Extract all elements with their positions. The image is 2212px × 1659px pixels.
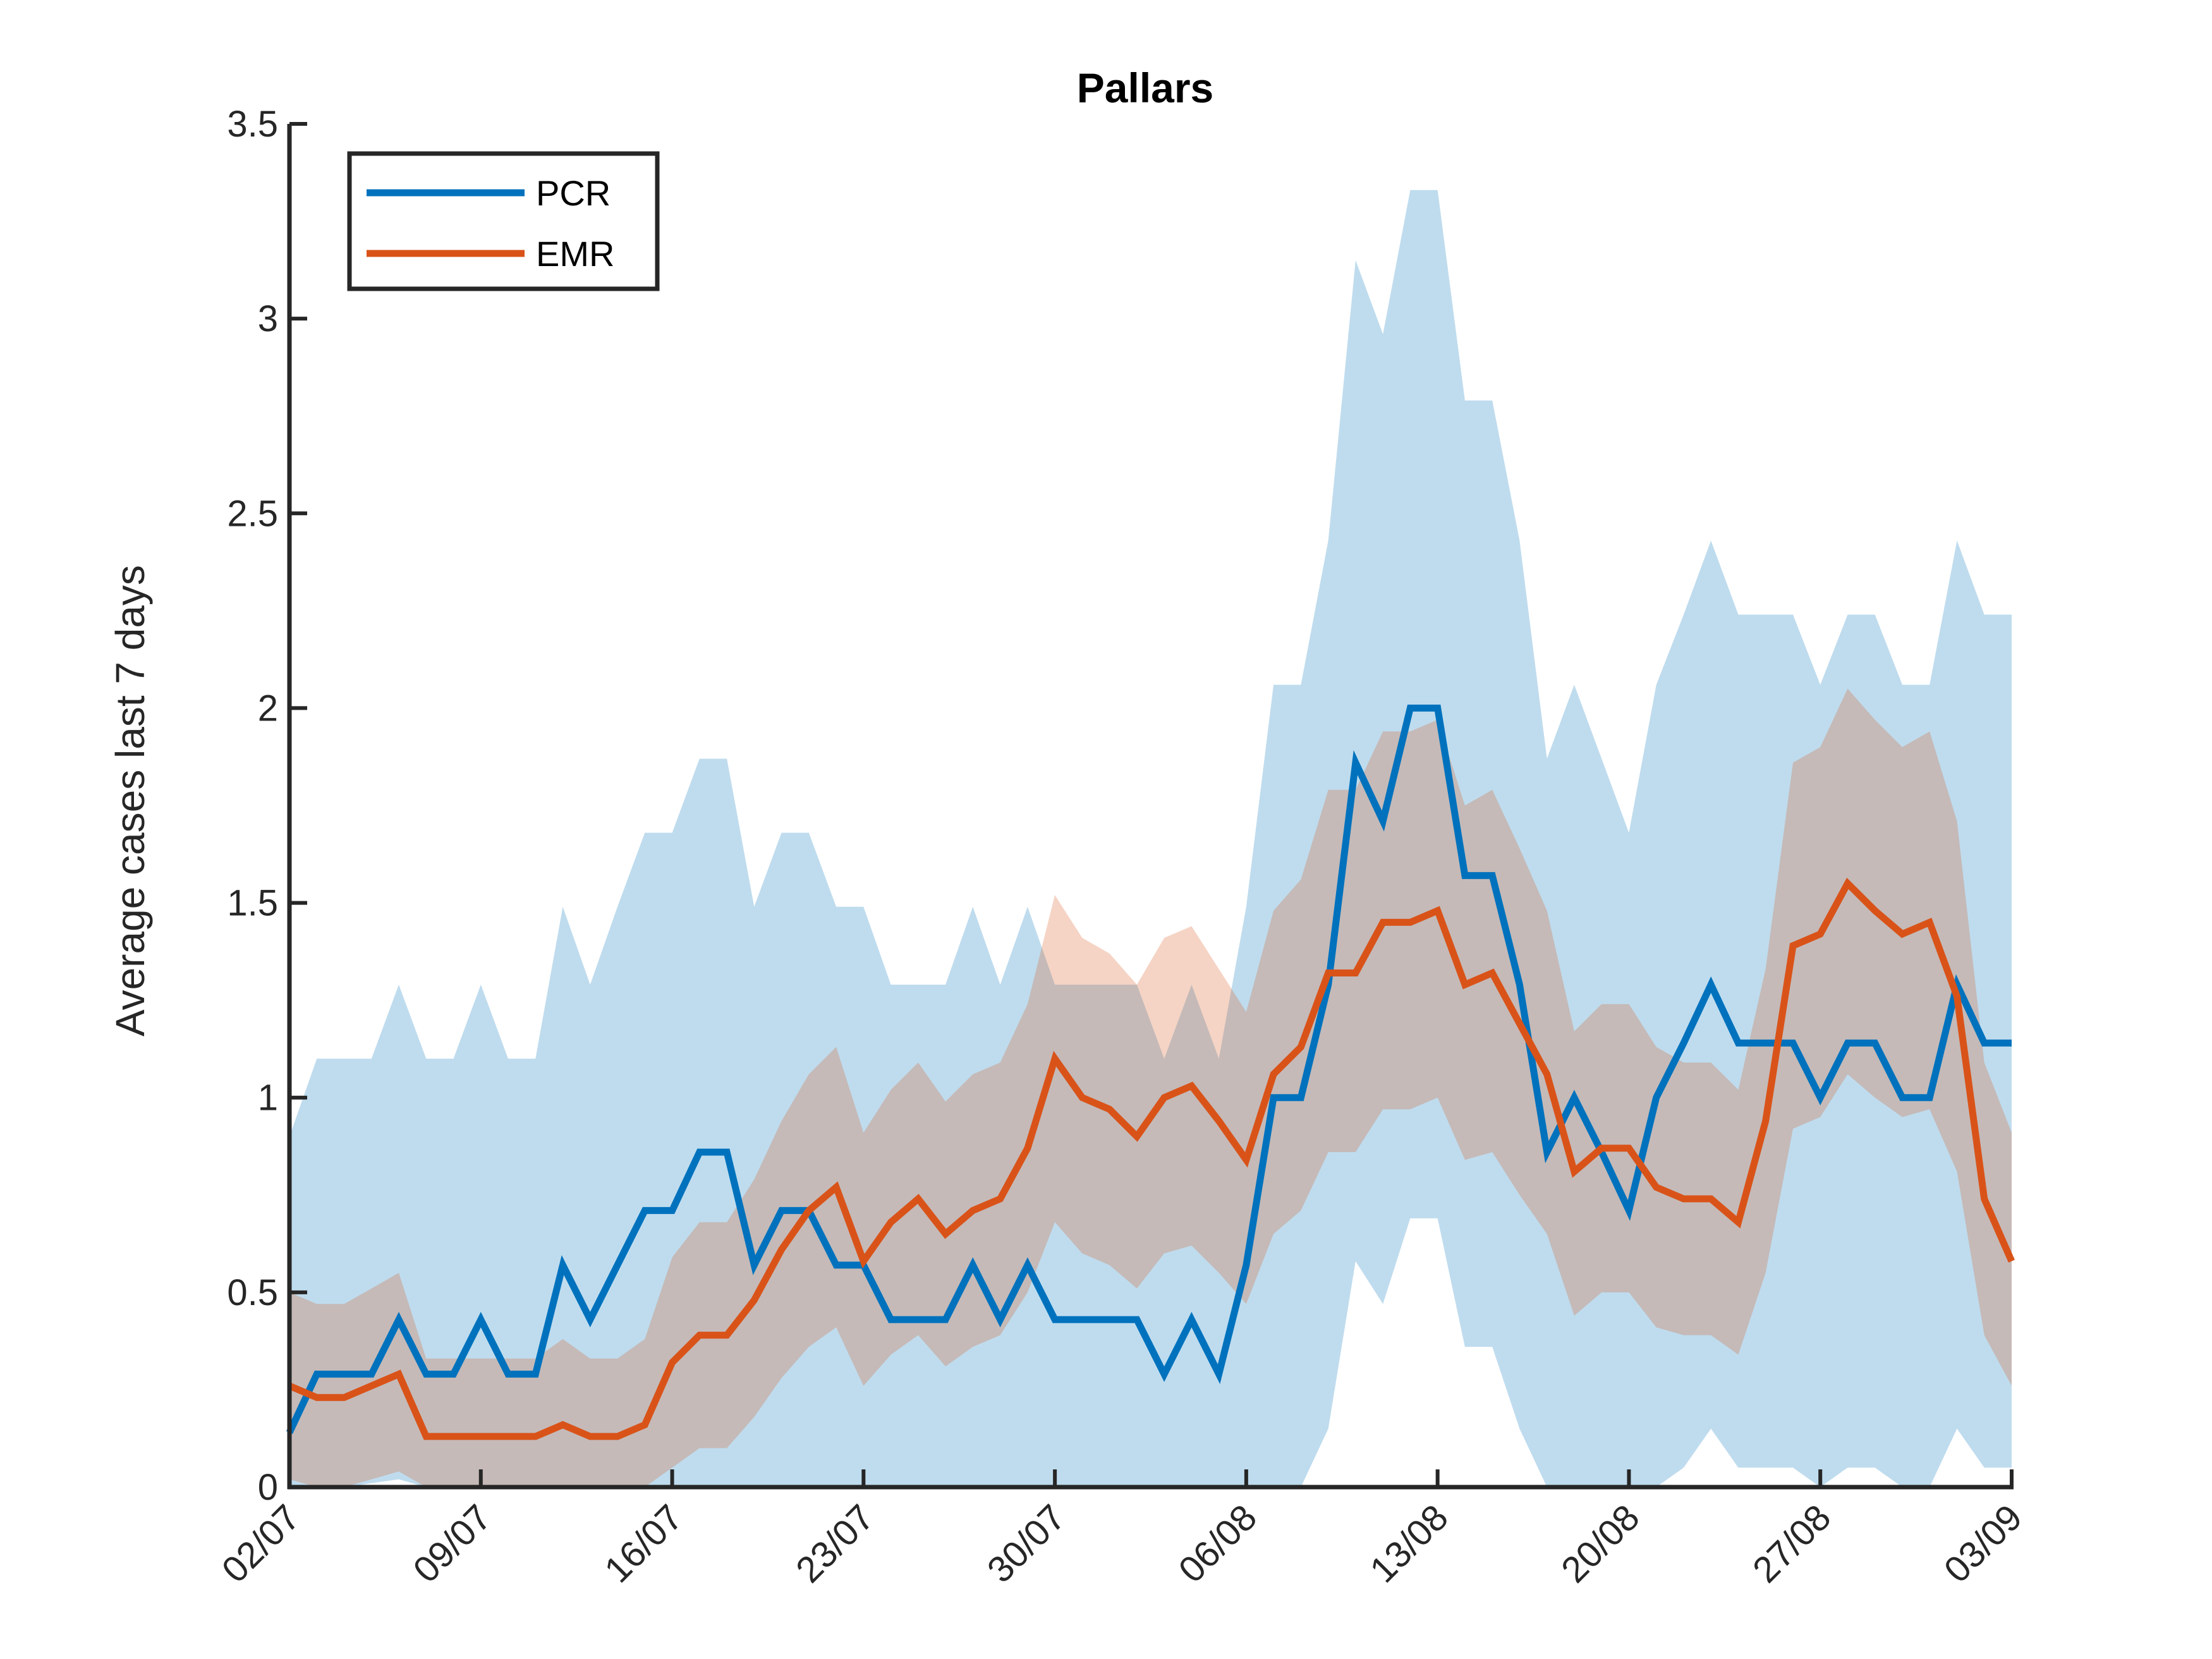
y-tick-label: 0	[258, 1467, 278, 1508]
y-tick-label: 1.5	[227, 883, 278, 924]
legend-box	[347, 151, 660, 291]
chart-title: Pallars	[1077, 64, 1214, 111]
y-tick-label: 2	[258, 688, 278, 729]
y-tick-label: 2.5	[227, 493, 278, 534]
line-pcr	[286, 704, 2012, 1435]
legend-label-pcr: PCR	[536, 173, 611, 213]
band-emr	[289, 688, 2012, 1487]
legend-label-emr: EMR	[536, 234, 614, 274]
series-lines	[286, 704, 2015, 1440]
y-axis-label: Average cases last 7 days	[107, 565, 153, 1036]
y-tick-label: 3	[258, 298, 278, 339]
y-tick-label: 3.5	[227, 104, 278, 145]
line-emr	[288, 877, 2015, 1440]
y-tick-label: 0.5	[227, 1272, 278, 1313]
legend: PCR EMR	[347, 151, 660, 291]
y-tick-label: 1	[258, 1078, 278, 1119]
